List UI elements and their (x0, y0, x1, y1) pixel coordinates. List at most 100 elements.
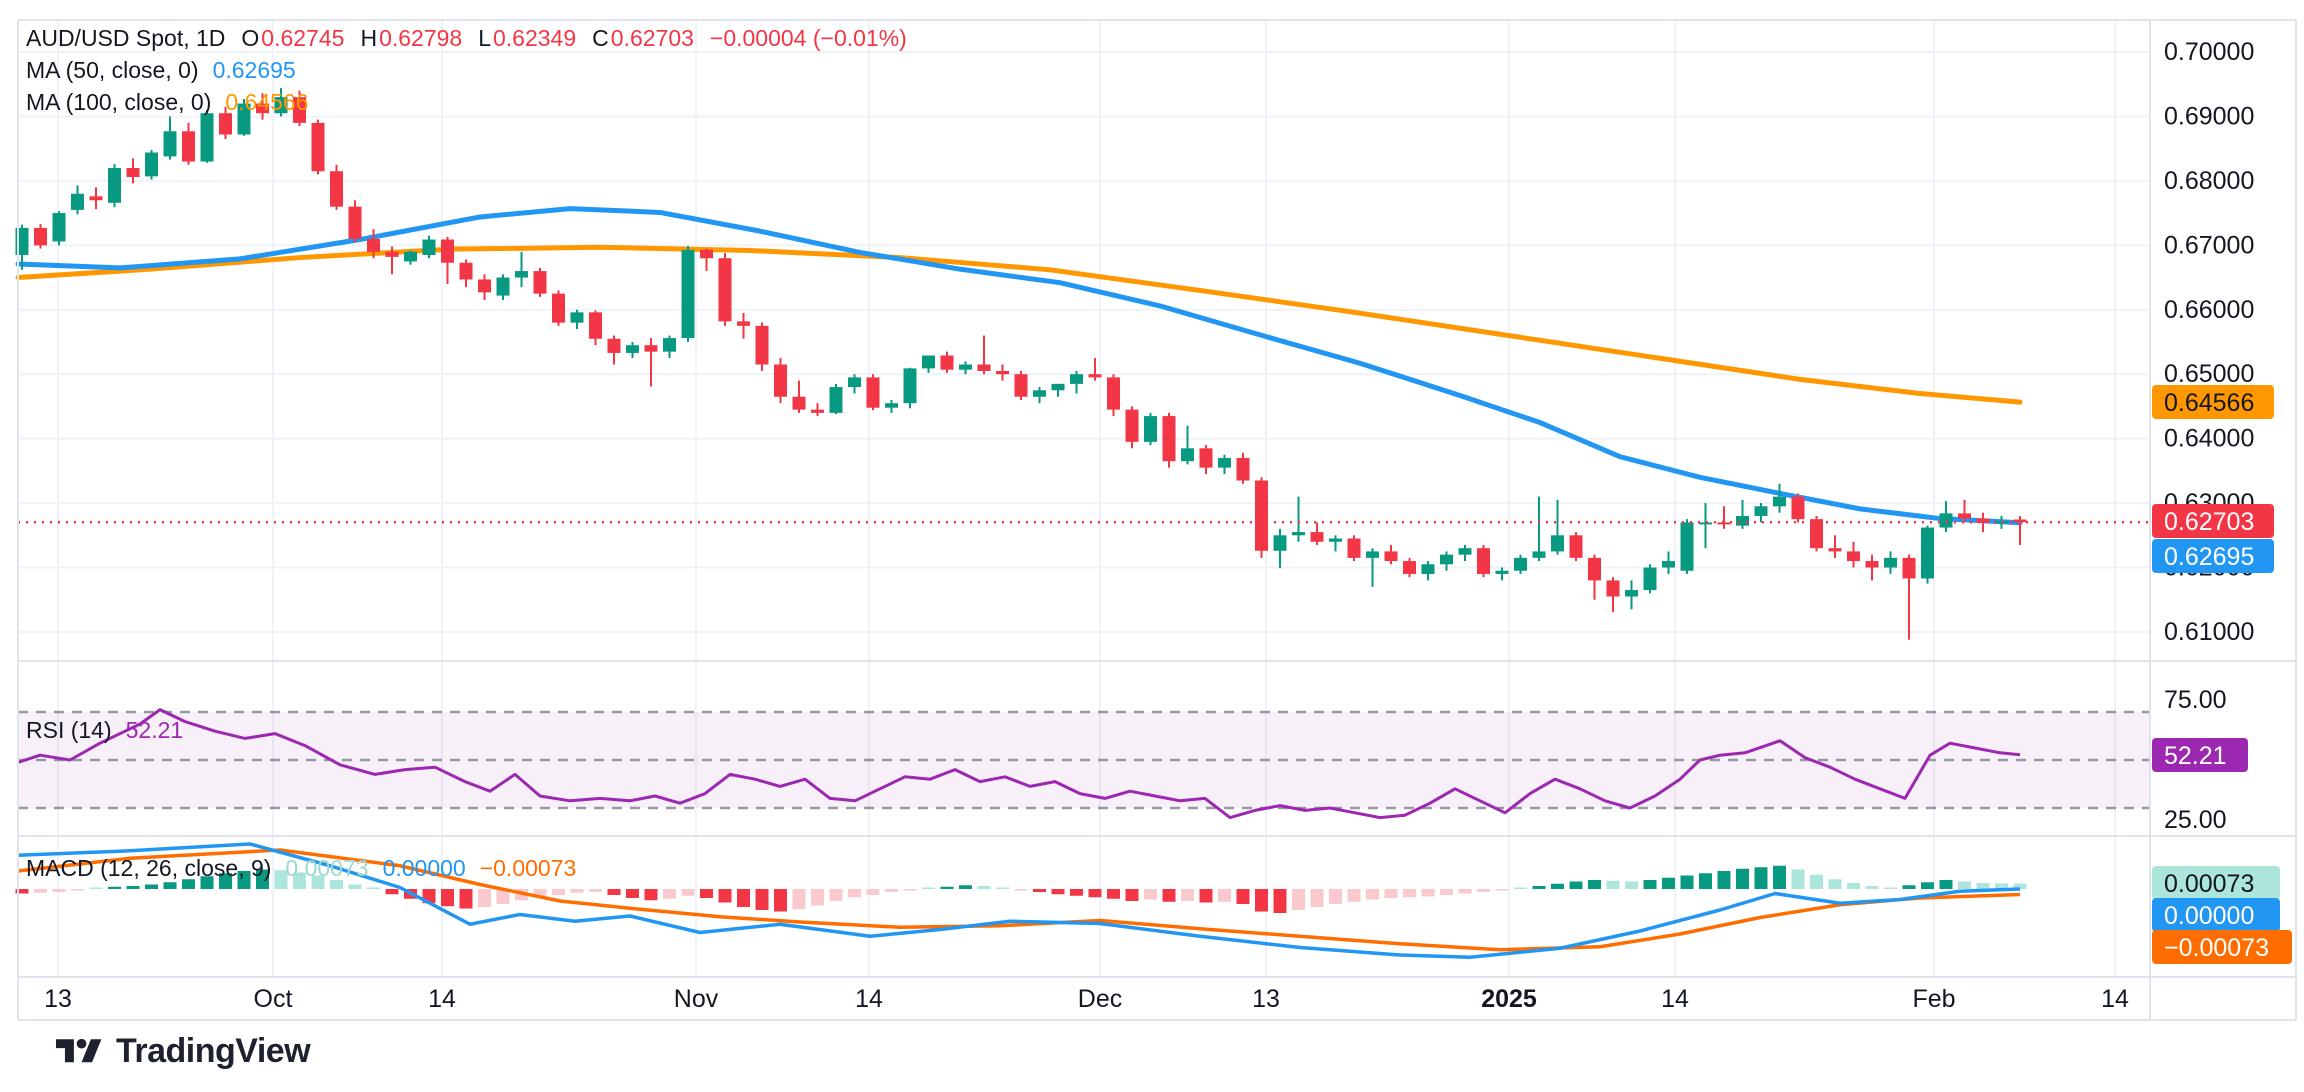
candle-body (940, 355, 954, 370)
macd-histogram-bar (1292, 889, 1305, 910)
candle-body (589, 312, 602, 339)
macd-histogram-bar (1162, 889, 1176, 902)
candle-body (885, 403, 898, 408)
macd-histogram-bar (52, 889, 66, 892)
candle-body (1532, 551, 1546, 558)
macd-histogram-bar (1384, 889, 1398, 898)
candle-body (108, 167, 121, 203)
pane-separators (17, 19, 2297, 1021)
macd-histogram-bar (496, 889, 510, 904)
candle-body (1976, 518, 1990, 523)
candle-body (570, 312, 584, 323)
axis-tick-label: 13 (1252, 985, 1280, 1013)
macd-histogram-bar (1014, 889, 1028, 891)
close-pair: C0.62703 (592, 22, 694, 54)
candle-body (1421, 564, 1435, 574)
macd-signal-value: −0.00073 (479, 855, 577, 881)
macd-histogram-bar (903, 889, 917, 891)
macd-histogram-bar (552, 889, 565, 895)
rsi-pane[interactable] (17, 708, 2150, 820)
candle-body (1218, 457, 1231, 468)
axis-tick-label: 13 (44, 985, 72, 1013)
macd-histogram-bar (1329, 889, 1342, 904)
axis-tick-label: 14 (855, 985, 883, 1013)
price-axis[interactable]: 0.70000 0.69000 0.68000 0.67000 0.66000 0.650… (2152, 38, 2292, 964)
macd-histogram-bar (1551, 883, 1564, 889)
macd-histogram-bar (1921, 882, 1934, 889)
ma100-line (15, 244, 2023, 405)
candle-body (237, 103, 251, 135)
candle-body (311, 122, 325, 172)
axis-tick-label: 0.65000 (2164, 360, 2254, 388)
axis-tick-label: 0.68000 (2164, 167, 2254, 195)
macd-histogram-bar (1662, 877, 1675, 889)
high-value: 0.62798 (379, 25, 463, 51)
macd-histogram-bar (126, 886, 140, 889)
macd-histogram-bar (293, 872, 306, 889)
macd-histogram-bar (1995, 883, 2008, 889)
macd-histogram-bar (1403, 889, 1416, 898)
macd-histogram-bar (1865, 886, 1879, 889)
macd-histogram-bar (237, 871, 251, 889)
time-axis[interactable]: 13 Oct 14 Nov 14 Dec 13 2025 14 Feb 14 (44, 985, 2129, 1013)
macd-histogram-bar (1606, 880, 1620, 889)
macd-histogram-bar (977, 886, 991, 889)
macd-histogram-bar (644, 889, 658, 901)
axis-tick-label: 14 (2101, 985, 2129, 1013)
candle-body (811, 409, 824, 413)
candle-body (681, 249, 695, 339)
macd-histogram-bar (1310, 889, 1324, 907)
tradingview-logo-link[interactable]: TradingView (56, 1032, 311, 1071)
candle-body (2013, 519, 2027, 523)
macd-histogram-bar (663, 889, 676, 899)
candle-body (774, 364, 787, 397)
candle-body (1514, 557, 1527, 571)
grid (18, 20, 2150, 977)
macd-histogram-bar (1440, 889, 1453, 895)
axis-tick-label: 75.00 (2164, 686, 2227, 714)
macd-histogram-bar (885, 889, 898, 892)
price-axis-badge-value: 52.21 (2164, 742, 2227, 770)
macd-histogram-bar (163, 882, 177, 889)
macd-pane[interactable] (15, 842, 2027, 959)
price-axis-badge (2152, 898, 2280, 932)
candle-body (1273, 535, 1287, 551)
macd-histogram-bar (1791, 869, 1805, 889)
candle-body (1662, 561, 1675, 568)
candle-body (1088, 374, 1102, 378)
macd-histogram-bar (1070, 889, 1083, 896)
candle-body (1107, 377, 1120, 410)
macd-label: MACD (12, 26, close, 9) (26, 855, 272, 881)
axis-tick-label: 0.67000 (2164, 231, 2254, 259)
candle-body (1958, 513, 1971, 519)
candle-body (1347, 538, 1361, 558)
candle-body (663, 338, 676, 352)
price-pane[interactable] (15, 88, 2151, 640)
candle-body (34, 227, 47, 246)
candle-body (903, 368, 917, 404)
price-axis-badge (2152, 738, 2248, 772)
rsi-value: 52.21 (125, 717, 184, 743)
macd-histogram-bar (1939, 880, 1953, 889)
candle-body (1403, 561, 1416, 574)
price-axis-badge-value: 0.62703 (2164, 508, 2254, 536)
candle-body (496, 277, 510, 296)
price-axis-badge (2152, 385, 2274, 419)
candle-body (126, 167, 140, 178)
macd-histogram-bar (1458, 889, 1472, 894)
macd-histogram-bar (1051, 889, 1065, 895)
macd-histogram-bar (1569, 881, 1583, 889)
macd-histogram-bar (330, 880, 343, 889)
macd-histogram-bar (866, 889, 880, 895)
candle-body (219, 113, 232, 135)
candle-body (478, 279, 491, 293)
macd-histogram-bar (385, 889, 399, 895)
macd-histogram-bar (1625, 881, 1638, 889)
price-axis-badge-value: 0.00073 (2164, 870, 2254, 898)
candle-body (1643, 567, 1657, 591)
candle-body (1014, 374, 1028, 397)
price-axis-badge-value: 0.00000 (2164, 902, 2254, 930)
macd-histogram-bar (1680, 875, 1694, 889)
macd-histogram-bar (1884, 887, 1897, 889)
macd-histogram-bar (1847, 883, 1860, 889)
